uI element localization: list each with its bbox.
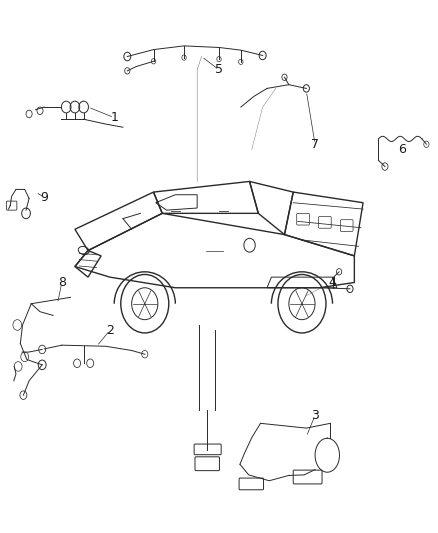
Text: 9: 9 bbox=[40, 191, 48, 204]
Text: 7: 7 bbox=[311, 138, 319, 151]
Text: 1: 1 bbox=[110, 111, 118, 124]
Text: 4: 4 bbox=[328, 276, 336, 289]
Text: 8: 8 bbox=[58, 276, 66, 289]
Text: 5: 5 bbox=[215, 63, 223, 76]
Text: 6: 6 bbox=[399, 143, 406, 156]
Text: 3: 3 bbox=[311, 409, 319, 422]
Text: 2: 2 bbox=[106, 324, 114, 337]
